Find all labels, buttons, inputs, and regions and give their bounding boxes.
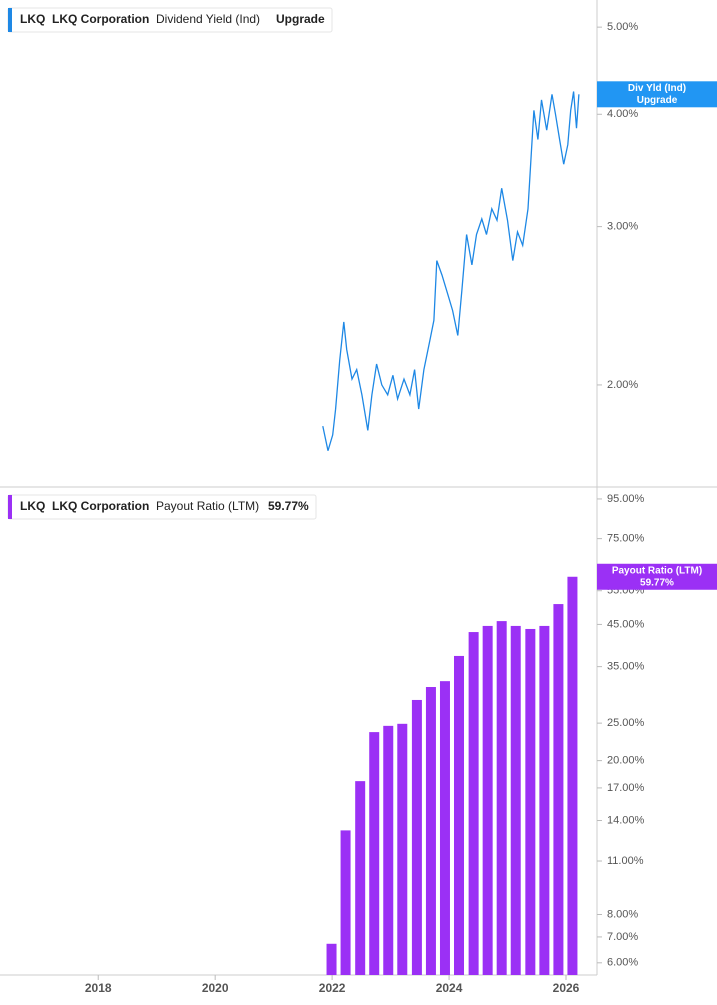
value-tag-value: 59.77% (640, 577, 674, 588)
ticker: LKQ (20, 12, 45, 26)
value-tag (597, 81, 717, 108)
value-tag-title: Payout Ratio (LTM) (612, 565, 702, 576)
bar (496, 621, 507, 975)
x-tick-label: 2022 (319, 981, 346, 995)
bar (383, 725, 394, 975)
bar (482, 625, 493, 975)
value-tag (597, 563, 717, 590)
value-tag-value: Upgrade (637, 95, 678, 106)
bar (425, 687, 436, 975)
bar (411, 699, 422, 975)
bar (355, 781, 366, 975)
value-tag-title: Div Yld (Ind) (628, 83, 686, 94)
y-tick-label: 17.00% (607, 782, 645, 794)
bar (539, 625, 550, 975)
y-tick-label: 14.00% (607, 814, 645, 826)
bar (525, 628, 536, 975)
y-tick-label: 2.00% (607, 379, 638, 391)
y-tick-label: 11.00% (607, 855, 644, 867)
bar (468, 632, 479, 975)
y-tick-label: 3.00% (607, 221, 638, 233)
bar (553, 604, 564, 975)
last-value: 59.77% (268, 499, 309, 513)
y-tick-label: 95.00% (607, 493, 645, 505)
bar (439, 681, 450, 975)
legend-swatch (8, 495, 12, 519)
bar (397, 723, 408, 975)
y-tick-label: 35.00% (607, 661, 645, 673)
metric: Dividend Yield (Ind) (156, 12, 260, 26)
y-tick-label: 6.00% (607, 957, 638, 969)
company: LKQ Corporation (52, 12, 149, 26)
bar (340, 830, 351, 975)
y-tick-label: 5.00% (607, 21, 638, 33)
y-tick-label: 75.00% (607, 533, 645, 545)
y-tick-label: 4.00% (607, 108, 638, 120)
ticker: LKQ (20, 499, 45, 513)
x-tick-label: 2020 (202, 981, 229, 995)
y-tick-label: 45.00% (607, 618, 645, 630)
x-tick-label: 2018 (85, 981, 112, 995)
legend-swatch (8, 8, 12, 32)
bar (369, 732, 380, 975)
y-tick-label: 8.00% (607, 908, 638, 920)
rating: Upgrade (276, 12, 325, 26)
x-tick-label: 2026 (553, 981, 580, 995)
y-tick-label: 25.00% (607, 717, 645, 729)
x-tick-label: 2024 (436, 981, 463, 995)
bar (326, 943, 337, 975)
y-tick-label: 20.00% (607, 755, 645, 767)
metric: Payout Ratio (LTM) (156, 499, 259, 513)
yield-line (322, 91, 580, 451)
bar (510, 625, 521, 975)
bar (567, 576, 578, 975)
y-tick-label: 7.00% (607, 931, 638, 943)
company: LKQ Corporation (52, 499, 149, 513)
bar (454, 655, 465, 975)
